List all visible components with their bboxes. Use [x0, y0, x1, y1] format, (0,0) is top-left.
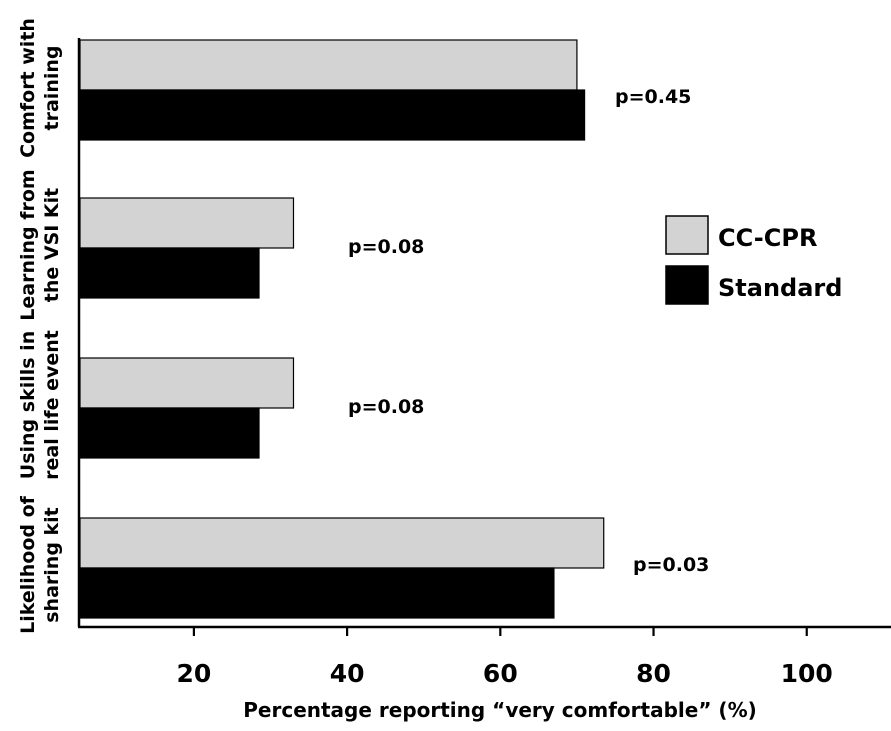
category-label-2: Learning from the VSI Kit: [17, 169, 63, 320]
category-label-line: real life event: [41, 330, 63, 480]
p-value-label: p=0.45: [615, 86, 691, 108]
legend-label: Standard: [718, 274, 842, 302]
bar-standard-1: [79, 89, 586, 141]
category-label-line: Using skills in: [17, 331, 39, 479]
x-axis-title: Percentage reporting “very comfortable” …: [243, 698, 757, 722]
x-tick-label: 40: [330, 659, 365, 688]
bar-standard-4: [79, 567, 555, 619]
x-tick-label: 20: [177, 659, 212, 688]
x-tick-label: 60: [483, 659, 518, 688]
x-tick-label: 100: [781, 659, 833, 688]
bar-standard-3: [79, 407, 260, 459]
bar-cc-cpr-3: [79, 357, 295, 409]
bar-cc-cpr-2: [79, 197, 295, 249]
category-label-line: Learning from: [17, 169, 39, 320]
category-label-line: the VSI Kit: [41, 188, 63, 303]
category-label-line: sharing kit: [41, 507, 63, 623]
legend-swatch-cc-cpr: [665, 215, 709, 255]
category-label-line: Comfort with: [17, 18, 39, 158]
legend-swatch-standard: [665, 265, 709, 305]
category-label-4: Likelihood of sharing kit: [17, 495, 63, 634]
p-value-label: p=0.08: [348, 396, 424, 418]
p-value-label: p=0.08: [348, 236, 424, 258]
bar-cc-cpr-4: [79, 517, 605, 569]
category-label-3: Using skills in real life event: [17, 330, 63, 480]
bar-standard-2: [79, 247, 260, 299]
bar-cc-cpr-1: [79, 39, 578, 91]
category-label-line: training: [41, 46, 63, 131]
category-label-line: Likelihood of: [17, 495, 39, 634]
legend-label: CC-CPR: [718, 224, 817, 252]
category-label-1: Comfort with training: [17, 18, 63, 158]
x-tick-label: 80: [636, 659, 671, 688]
p-value-label: p=0.03: [633, 554, 709, 576]
